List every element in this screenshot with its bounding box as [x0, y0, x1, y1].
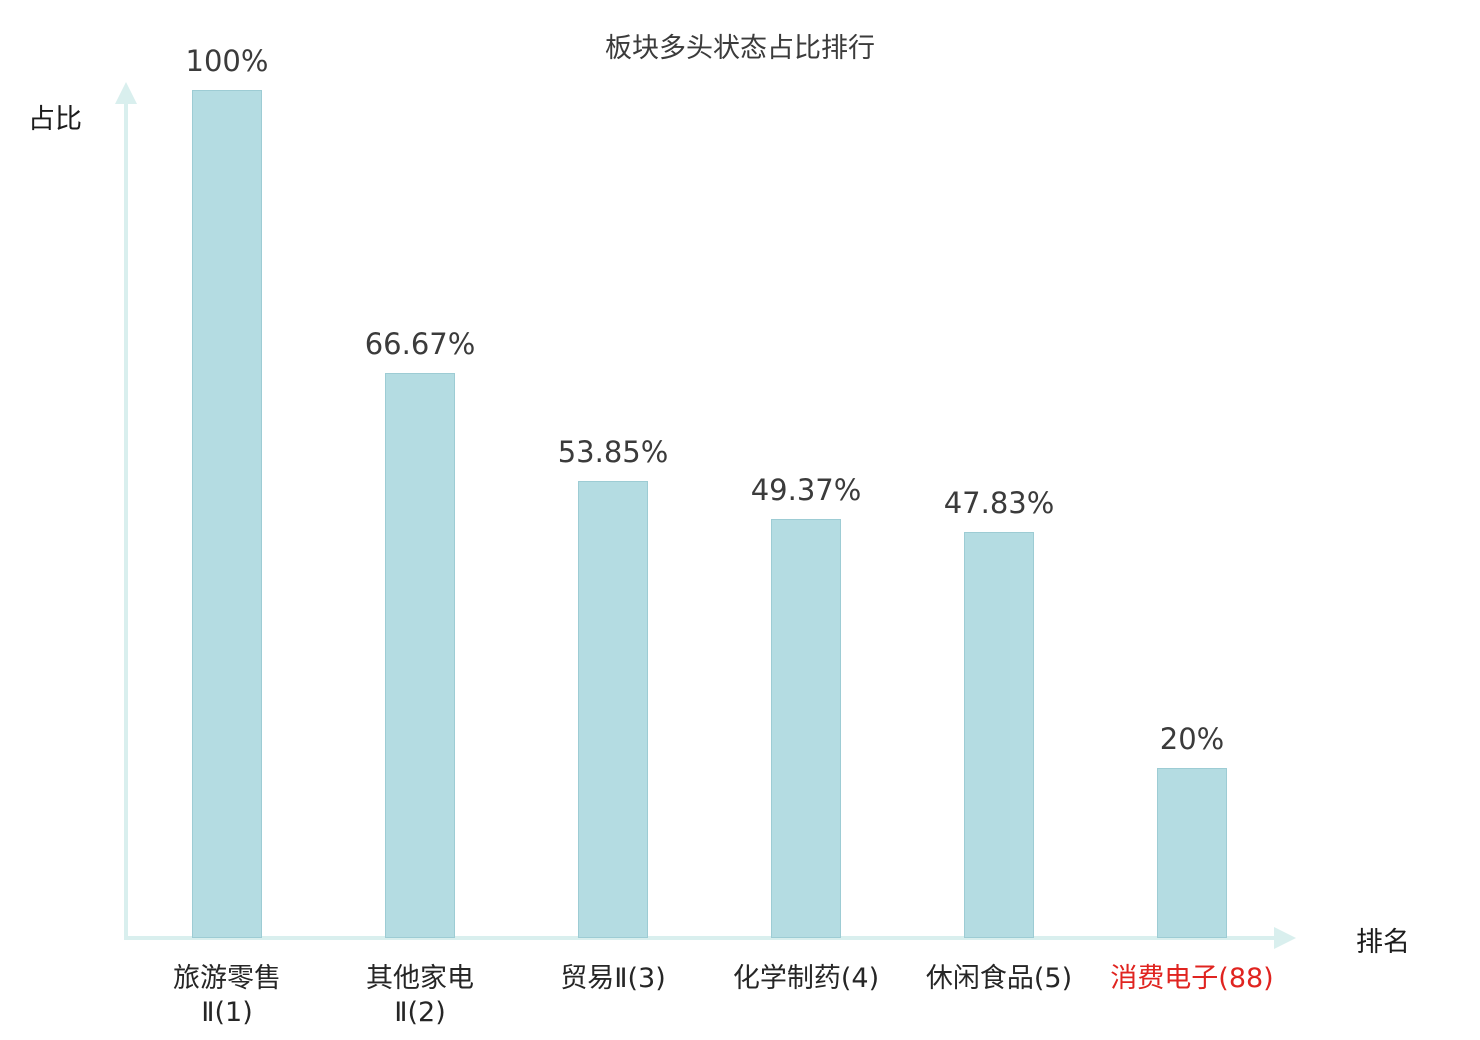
bar-value-label: 20% [1159, 722, 1225, 756]
bar-category-label: 旅游零售 Ⅱ(1) [173, 963, 281, 1028]
x-axis-label: 排名 [1356, 927, 1410, 958]
y-axis [124, 100, 128, 940]
x-axis [124, 936, 1276, 940]
bar [192, 90, 262, 938]
bar-category-label: 贸易Ⅱ(3) [560, 963, 666, 994]
bar [1157, 768, 1227, 938]
bar [964, 532, 1034, 938]
bar-value-label: 66.67% [364, 327, 476, 361]
bar-category-label: 化学制药(4) [732, 963, 880, 994]
bar [578, 481, 648, 938]
y-axis-arrow-icon [115, 82, 137, 104]
chart-title: 板块多头状态占比排行 [605, 33, 875, 64]
bar-value-label: 47.83% [943, 486, 1055, 520]
bar-category-label: 休闲食品(5) [925, 963, 1073, 994]
bar-value-label: 100% [185, 44, 269, 78]
bar [771, 519, 841, 938]
bar-category-label: 消费电子(88) [1110, 963, 1274, 994]
y-axis-label: 占比 [28, 104, 82, 135]
bar-value-label: 49.37% [750, 473, 862, 507]
bar-category-label: 其他家电 Ⅱ(2) [366, 963, 474, 1028]
bar [385, 373, 455, 938]
x-axis-arrow-icon [1274, 927, 1296, 949]
bar-value-label: 53.85% [557, 435, 669, 469]
